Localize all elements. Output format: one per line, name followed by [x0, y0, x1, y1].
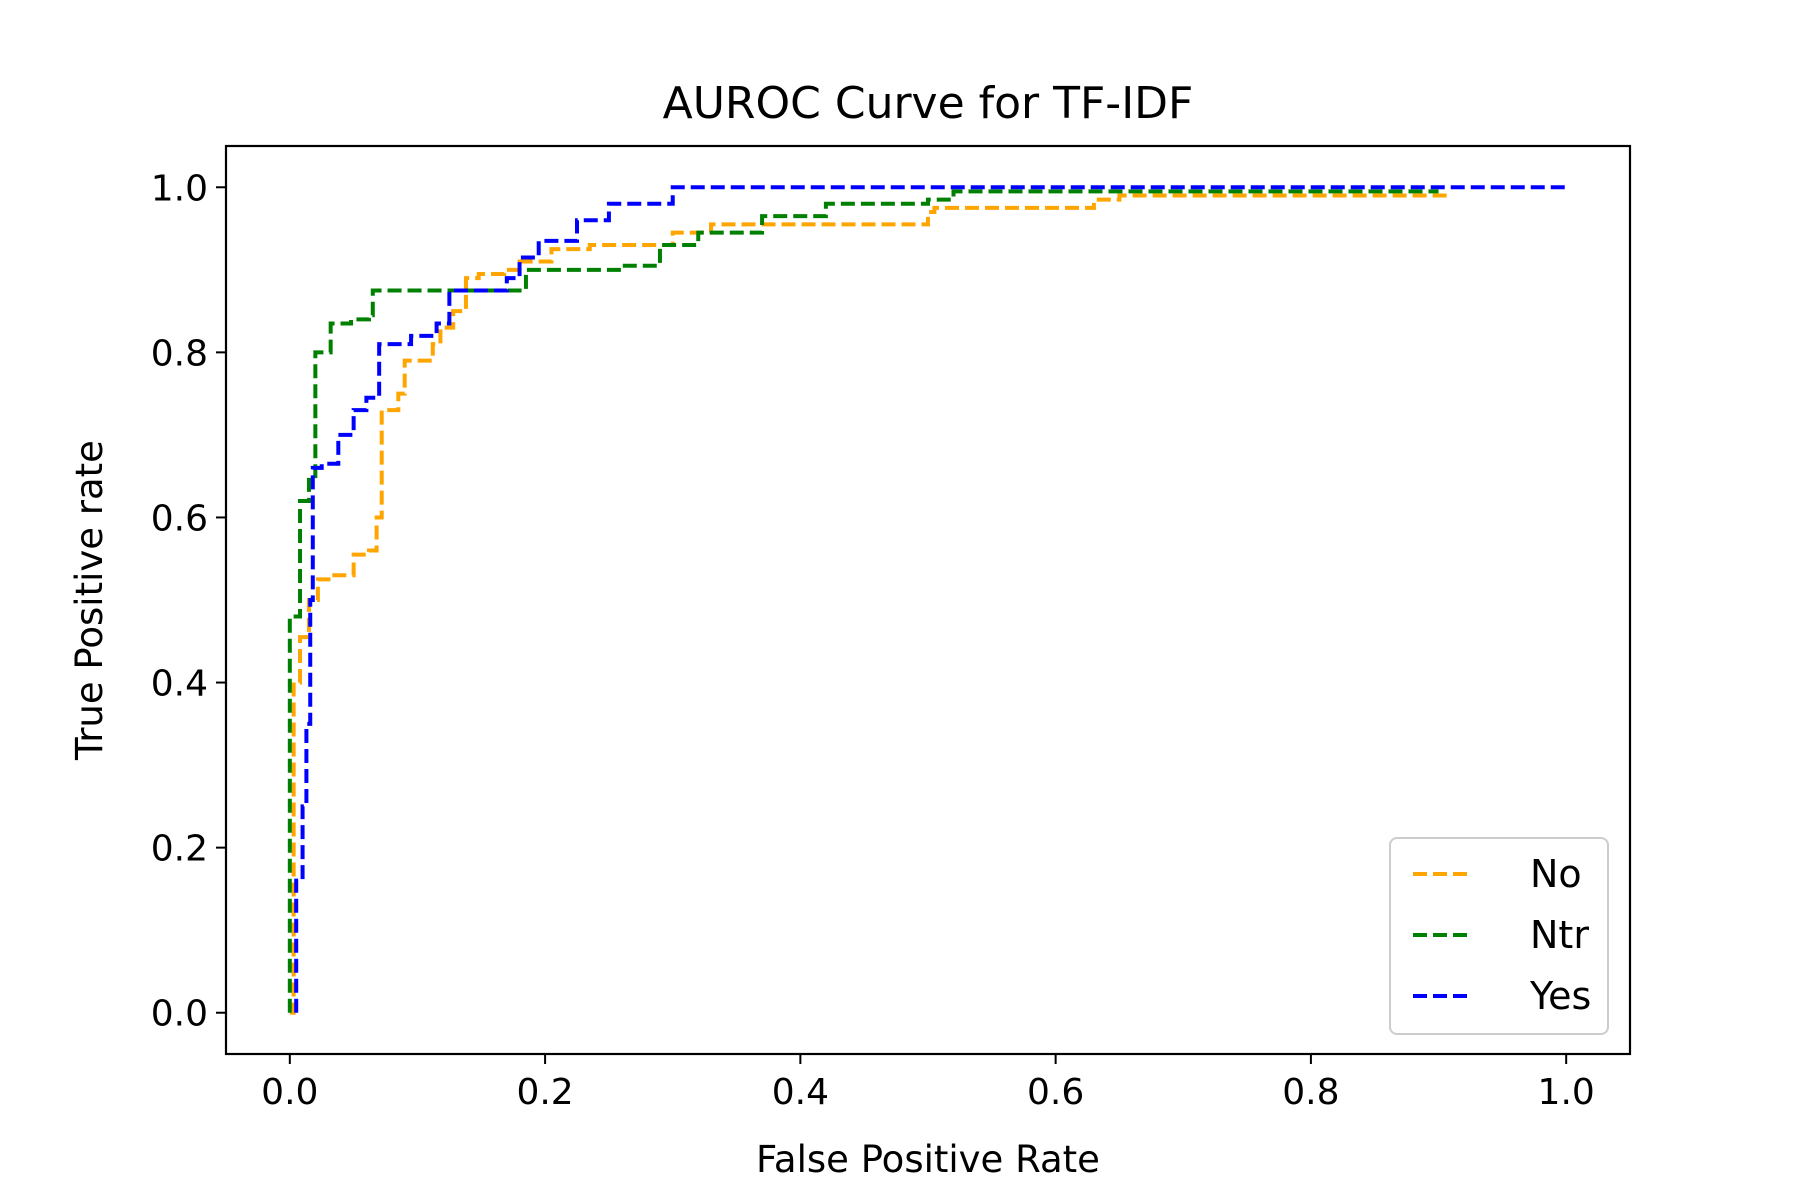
x-tick-label: 0.6 — [1027, 1072, 1084, 1113]
y-tick-label: 0.8 — [151, 333, 208, 374]
legend-items: No Ntr Yes — [1413, 852, 1591, 1018]
legend-box — [1389, 837, 1609, 1035]
legend-label-yes: Yes — [1529, 974, 1591, 1018]
x-tick-label: 1.0 — [1538, 1072, 1595, 1113]
series-line-yes — [294, 185, 1567, 1013]
plot-frame — [224, 144, 1632, 1056]
chart-title: AUROC Curve for TF-IDF — [663, 78, 1194, 129]
y-tick-label: 0.2 — [151, 829, 208, 870]
legend-label-ntr: Ntr — [1530, 913, 1589, 957]
legend: No Ntr Yes — [1389, 837, 1609, 1035]
series-layer — [287, 185, 1567, 1015]
x-tick-label: 0.2 — [516, 1072, 573, 1113]
x-tick-label: 0.8 — [1282, 1072, 1339, 1113]
y-tick-label: 0.6 — [151, 498, 208, 539]
series-line-no — [289, 193, 1452, 1015]
y-tick-label: 0.4 — [151, 664, 208, 705]
x-tick-label: 0.0 — [261, 1072, 318, 1113]
y-axis-label: True Positive rate — [68, 440, 111, 761]
x-axis-label: False Positive Rate — [756, 1138, 1100, 1181]
series-line-ntr — [287, 189, 1439, 1013]
x-tick-label: 0.4 — [772, 1072, 829, 1113]
ticks-layer: 0.0 0.2 0.4 0.6 0.8 1.0 0.0 0.2 0.4 0.6 0.8 1.0 — [151, 168, 1595, 1113]
y-tick-label: 0.0 — [151, 994, 208, 1035]
y-tick-label: 1.0 — [151, 168, 208, 209]
legend-label-no: No — [1530, 852, 1582, 896]
